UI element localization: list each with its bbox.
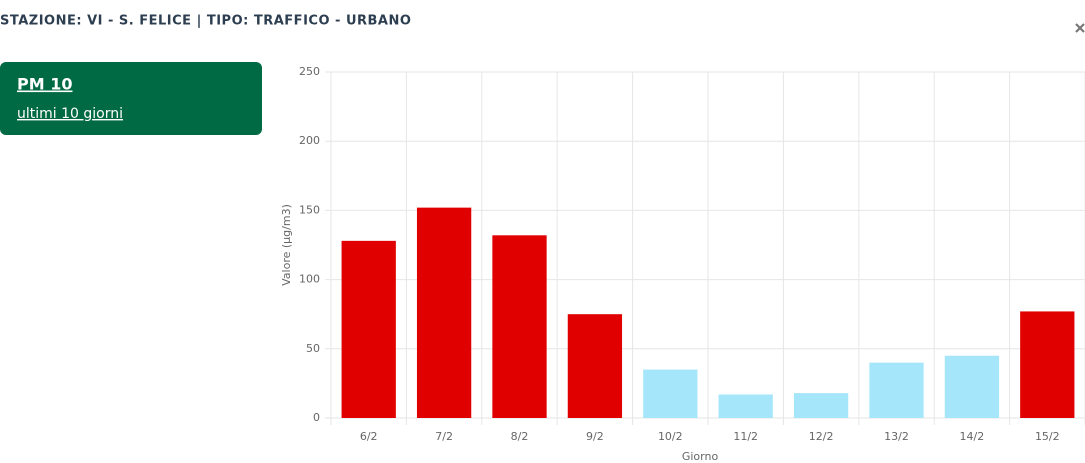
card-subtitle[interactable]: ultimi 10 giorni [17,106,123,122]
close-icon[interactable] [1075,23,1085,33]
bar [869,362,924,418]
y-axis-label: Valore (µg/m3) [280,204,293,286]
bar [416,207,472,418]
bar [643,369,698,418]
bar [718,394,773,418]
bar [793,393,849,418]
y-tick-label: 100 [299,273,320,286]
bar [944,355,1000,418]
bar [492,235,547,418]
x-tick-label: 6/2 [360,430,378,443]
x-tick-label: 11/2 [733,430,758,443]
x-tick-label: 10/2 [658,430,683,443]
card[interactable] [0,62,262,135]
x-tick-label: 15/2 [1035,430,1060,443]
x-tick-label: 13/2 [884,430,909,443]
bar [1020,311,1075,418]
y-tick-label: 250 [299,65,320,78]
y-tick-label: 0 [313,411,320,424]
x-tick-label: 14/2 [960,430,985,443]
x-tick-label: 9/2 [586,430,604,443]
x-axis-label: Giorno [682,450,719,463]
x-tick-label: 7/2 [435,430,453,443]
bar [567,314,623,418]
y-tick-label: 200 [299,134,320,147]
y-tick-label: 150 [299,203,320,216]
y-tick-label: 50 [306,342,320,355]
chart: 0 50 100 150 200 250 6/2 7/2 8/2 9/2 10/2 11/2 12/2 1… [280,65,1085,463]
x-tick-label: 8/2 [511,430,529,443]
header-title: STAZIONE: VI - S. FELICE | TIPO: TRAFFIC… [0,14,411,29]
card-title[interactable]: PM 10 [17,75,72,94]
x-tick-label: 12/2 [809,430,834,443]
bar [341,240,396,418]
